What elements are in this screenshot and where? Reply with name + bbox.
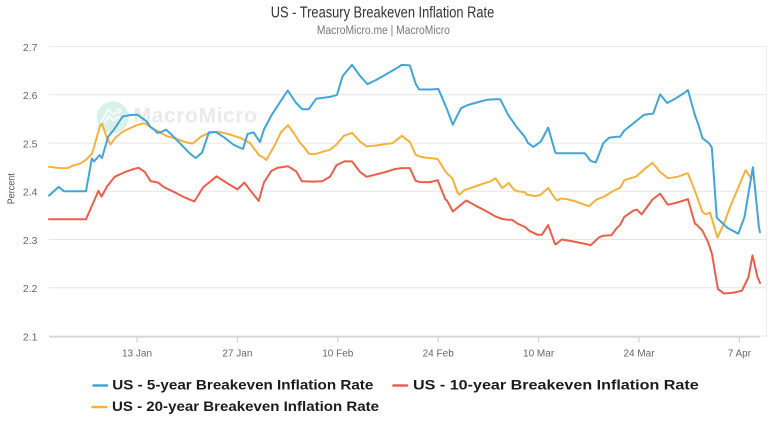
svg-text:27 Jan: 27 Jan: [222, 348, 252, 359]
svg-text:2.1: 2.1: [23, 331, 38, 343]
svg-text:2.6: 2.6: [23, 90, 38, 102]
svg-text:2.2: 2.2: [23, 283, 38, 295]
svg-text:13 Jan: 13 Jan: [122, 348, 152, 359]
svg-text:MacroMicro: MacroMicro: [134, 105, 258, 128]
svg-text:2.5: 2.5: [23, 138, 38, 150]
svg-text:MacroMicro.me | MacroMicro: MacroMicro.me | MacroMicro: [317, 25, 450, 37]
svg-text:US - Treasury Breakeven Inflat: US - Treasury Breakeven Inflation Rate: [271, 5, 495, 22]
svg-text:2.7: 2.7: [23, 42, 38, 54]
svg-text:US - 5-year Breakeven Inflatio: US - 5-year Breakeven Inflation Rate: [112, 377, 373, 392]
svg-text:Percent: Percent: [6, 173, 18, 204]
svg-text:US - 20-year Breakeven Inflati: US - 20-year Breakeven Inflation Rate: [112, 399, 379, 414]
svg-text:24 Mar: 24 Mar: [623, 348, 655, 359]
svg-text:2.4: 2.4: [23, 187, 38, 199]
svg-text:2.3: 2.3: [23, 235, 38, 247]
svg-text:US - 10-year Breakeven Inflati: US - 10-year Breakeven Inflation Rate: [413, 377, 699, 392]
svg-text:7 Apr: 7 Apr: [728, 348, 752, 359]
svg-text:10 Feb: 10 Feb: [322, 348, 354, 359]
svg-text:10 Mar: 10 Mar: [523, 348, 555, 359]
svg-text:24 Feb: 24 Feb: [423, 348, 455, 359]
